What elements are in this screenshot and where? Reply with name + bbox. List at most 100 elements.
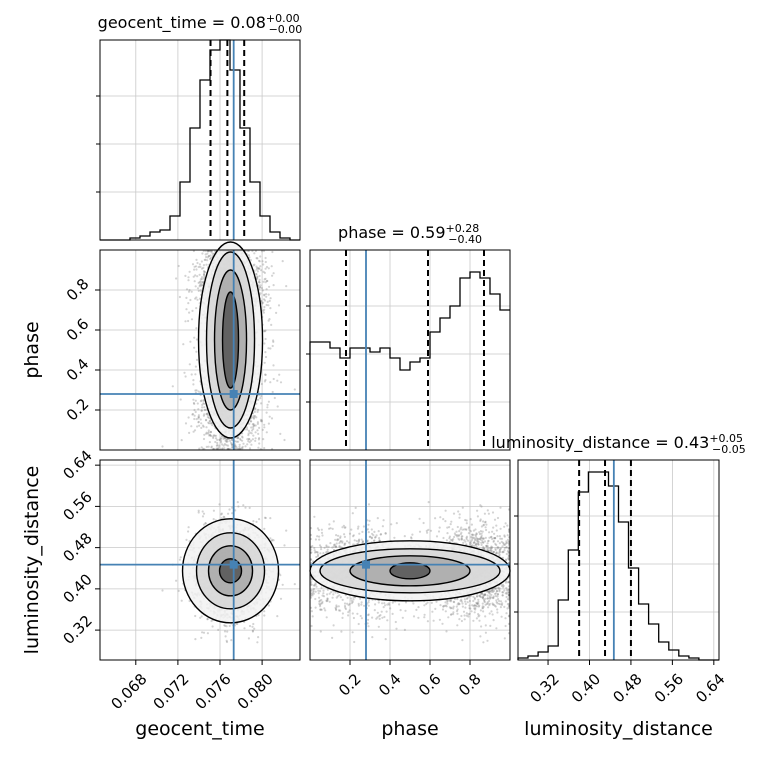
sample-point (254, 439, 257, 442)
sample-point (195, 338, 198, 341)
sample-point (195, 327, 198, 330)
sample-point (223, 437, 227, 440)
sample-point (267, 304, 270, 307)
sample-point (198, 424, 201, 427)
sample-point (200, 409, 203, 412)
sample-point (194, 373, 197, 376)
sample-point (262, 301, 265, 304)
sample-point (250, 426, 253, 429)
sample-point (241, 445, 244, 448)
sample-point (214, 434, 218, 437)
sample-point (259, 286, 262, 289)
sample-point (209, 420, 212, 423)
sample-point (200, 284, 203, 287)
sample-point (197, 289, 200, 292)
sample-point (241, 439, 244, 442)
sample-point (185, 288, 189, 291)
sample-point (265, 295, 268, 298)
sample-point (205, 412, 208, 415)
sample-point (259, 284, 262, 287)
sample-point (258, 274, 261, 278)
sample-point (202, 273, 206, 276)
sample-point (195, 350, 198, 353)
sample-point (258, 442, 261, 445)
sample-point (248, 624, 252, 628)
sample-point (261, 428, 264, 431)
sample-point (202, 414, 205, 417)
sample-point (283, 544, 286, 547)
sample-point (201, 631, 204, 634)
sample-point (161, 445, 164, 448)
sample-point (248, 438, 251, 441)
sample-point (255, 416, 258, 419)
sample-point (197, 414, 200, 417)
sample-point (205, 432, 208, 435)
sample-point (270, 265, 273, 268)
sample-point (220, 441, 223, 444)
sample-point (253, 410, 256, 413)
sample-point (276, 405, 279, 408)
sample-point (196, 402, 199, 405)
sample-point (194, 410, 197, 414)
sample-point (267, 400, 270, 403)
sample-point (190, 318, 194, 321)
sample-point (244, 506, 247, 509)
sample-point (207, 429, 210, 432)
sample-point (224, 439, 227, 442)
sample-point (285, 285, 288, 288)
sample-point (264, 267, 267, 270)
sample-point (191, 309, 194, 312)
sample-point (203, 406, 206, 409)
sample-point (210, 251, 213, 254)
sample-point (195, 358, 199, 361)
sample-point (200, 422, 203, 425)
sample-point (204, 419, 208, 422)
sample-point (197, 416, 200, 419)
sample-point (267, 293, 270, 296)
sample-point (255, 520, 258, 524)
sample-point (252, 264, 255, 267)
sample-point (197, 420, 200, 423)
sample-point (193, 280, 196, 283)
sample-point (278, 373, 281, 376)
sample-point (161, 589, 164, 592)
sample-point (184, 375, 187, 378)
sample-point (228, 624, 231, 628)
sample-point (205, 413, 208, 416)
sample-point (187, 416, 190, 419)
sample-point (247, 429, 251, 432)
sample-point (263, 305, 266, 309)
sample-point (236, 437, 240, 440)
sample-point (210, 434, 213, 438)
sample-point (262, 438, 265, 441)
sample-point (270, 323, 273, 326)
sample-point (255, 273, 258, 276)
sample-point (263, 423, 266, 426)
sample-point (216, 438, 219, 441)
sample-point (241, 447, 244, 450)
sample-point (238, 443, 241, 446)
sample-point (199, 282, 202, 286)
sample-point (225, 439, 228, 442)
sample-point (262, 263, 265, 266)
sample-point (177, 589, 180, 593)
sample-point (193, 429, 197, 432)
sample-point (272, 364, 275, 367)
sample-point (187, 276, 190, 279)
sample-point (193, 265, 196, 268)
sample-point (194, 274, 197, 277)
sample-point (175, 277, 178, 280)
sample-point (205, 263, 208, 266)
sample-point (195, 268, 198, 271)
sample-point (257, 280, 260, 283)
sample-point (206, 632, 209, 635)
sample-point (203, 433, 206, 436)
sample-point (241, 436, 244, 439)
sample-point (196, 287, 200, 290)
sample-point (252, 416, 255, 419)
sample-point (247, 254, 250, 257)
sample-point (264, 277, 267, 280)
sample-point (293, 388, 296, 391)
sample-point (262, 270, 265, 273)
sample-point (256, 429, 259, 432)
